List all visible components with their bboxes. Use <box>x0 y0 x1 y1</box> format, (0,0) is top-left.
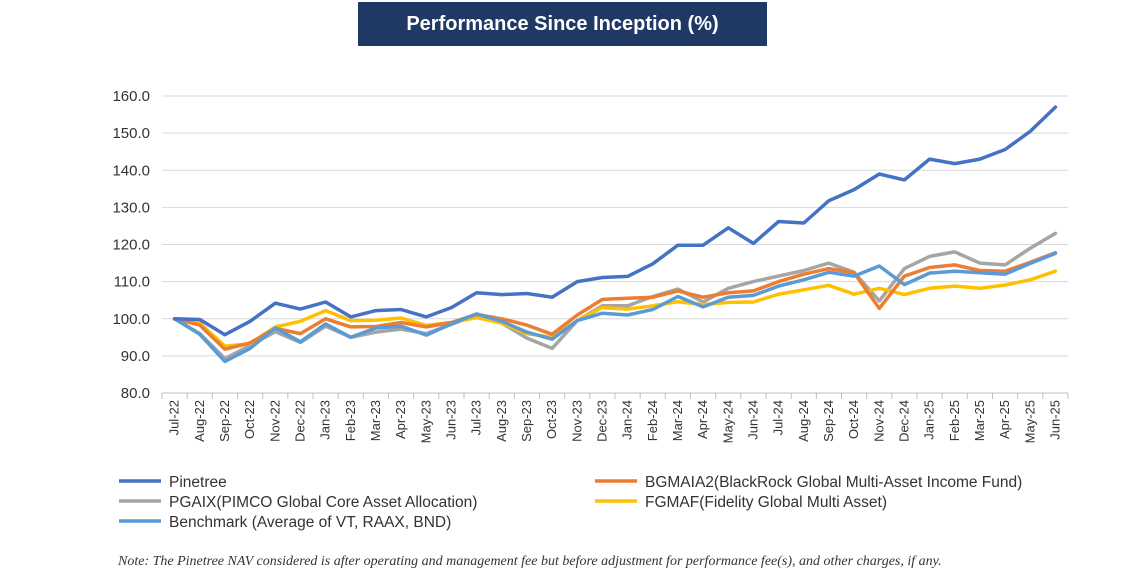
x-tick-label: Jan-23 <box>318 400 333 440</box>
x-tick-label: Feb-25 <box>947 400 962 441</box>
x-tick-label: May-25 <box>1022 400 1037 443</box>
y-tick-label: 80.0 <box>121 385 150 402</box>
x-tick-label: Mar-24 <box>670 400 685 441</box>
x-tick-label: Dec-24 <box>896 400 911 442</box>
y-tick-label: 100.0 <box>112 311 150 328</box>
x-tick-label: Dec-23 <box>594 400 609 442</box>
series-line-3 <box>172 269 1058 348</box>
x-tick-label: Jul-23 <box>469 400 484 435</box>
y-tick-label: 90.0 <box>121 348 150 365</box>
x-tick-label: Aug-22 <box>192 400 207 442</box>
x-tick-label: Nov-22 <box>267 400 282 442</box>
x-tick-label: Apr-23 <box>393 400 408 439</box>
legend-label: PGAIX(PIMCO Global Core Asset Allocation… <box>169 494 477 511</box>
x-tick-label: May-23 <box>418 400 433 443</box>
legend-label: BGMAIA2(BlackRock Global Multi-Asset Inc… <box>645 474 1022 491</box>
legend: Pinetree BGMAIA2(BlackRock Global Multi-A… <box>119 474 1022 531</box>
x-tick-label: May-24 <box>720 400 735 443</box>
series-line-4 <box>172 251 1058 364</box>
series-lines <box>172 105 1058 364</box>
x-tick-label: Jun-23 <box>443 400 458 440</box>
x-tick-label: Sep-23 <box>519 400 534 442</box>
y-tick-label: 150.0 <box>112 125 150 142</box>
x-tick-label: Apr-25 <box>997 400 1012 439</box>
x-tick-label: Oct-24 <box>846 400 861 439</box>
x-tick-label: Oct-22 <box>242 400 257 439</box>
x-tick-label: Jul-22 <box>167 400 182 435</box>
x-tick-label: Nov-23 <box>569 400 584 442</box>
series-line-1 <box>172 250 1058 351</box>
y-tick-label: 110.0 <box>114 274 150 291</box>
x-tick-label: Aug-23 <box>494 400 509 442</box>
y-tick-label: 160.0 <box>112 88 150 105</box>
x-tick-label: Mar-23 <box>368 400 383 441</box>
y-axis-ticks: 80.0 90.0 100.0 110.0 120.0 130.0 140.0 150.0 16… <box>112 88 150 402</box>
x-tick-label: Feb-24 <box>645 400 660 441</box>
series-line-0 <box>172 105 1058 337</box>
gridlines <box>162 95 1068 357</box>
series-line-2 <box>172 231 1058 361</box>
legend-label: Benchmark (Average of VT, RAAX, BND) <box>169 514 451 531</box>
x-tick-label: Apr-24 <box>695 400 710 439</box>
x-tick-label: Jun-25 <box>1047 400 1062 440</box>
x-tick-label: Mar-25 <box>972 400 987 441</box>
x-tick-label: Aug-24 <box>796 400 811 442</box>
chart-title: Performance Since Inception (%) <box>358 2 767 46</box>
x-tick-label: Oct-23 <box>544 400 559 439</box>
x-tick-label: Dec-22 <box>292 400 307 442</box>
y-tick-label: 120.0 <box>112 237 150 254</box>
legend-label: FGMAF(Fidelity Global Multi Asset) <box>645 494 887 511</box>
footnote: Note: The Pinetree NAV considered is aft… <box>118 554 942 569</box>
x-tick-label: Sep-24 <box>821 400 836 442</box>
y-tick-label: 140.0 <box>112 162 150 179</box>
x-tick-label: Jun-24 <box>745 400 760 440</box>
legend-label: Pinetree <box>169 474 227 491</box>
y-tick-label: 130.0 <box>112 199 150 216</box>
x-tick-label: Nov-24 <box>871 400 886 442</box>
x-axis: Jul-22 Aug-22 Sep-22 Oct-22 Nov-22 Dec-22 Jan-… <box>161 392 1069 443</box>
x-tick-label: Feb-23 <box>343 400 358 441</box>
x-tick-label: Jan-24 <box>620 400 635 440</box>
x-tick-label: Sep-22 <box>217 400 232 442</box>
x-tick-label: Jul-24 <box>771 400 786 435</box>
x-tick-label: Jan-25 <box>922 400 937 440</box>
